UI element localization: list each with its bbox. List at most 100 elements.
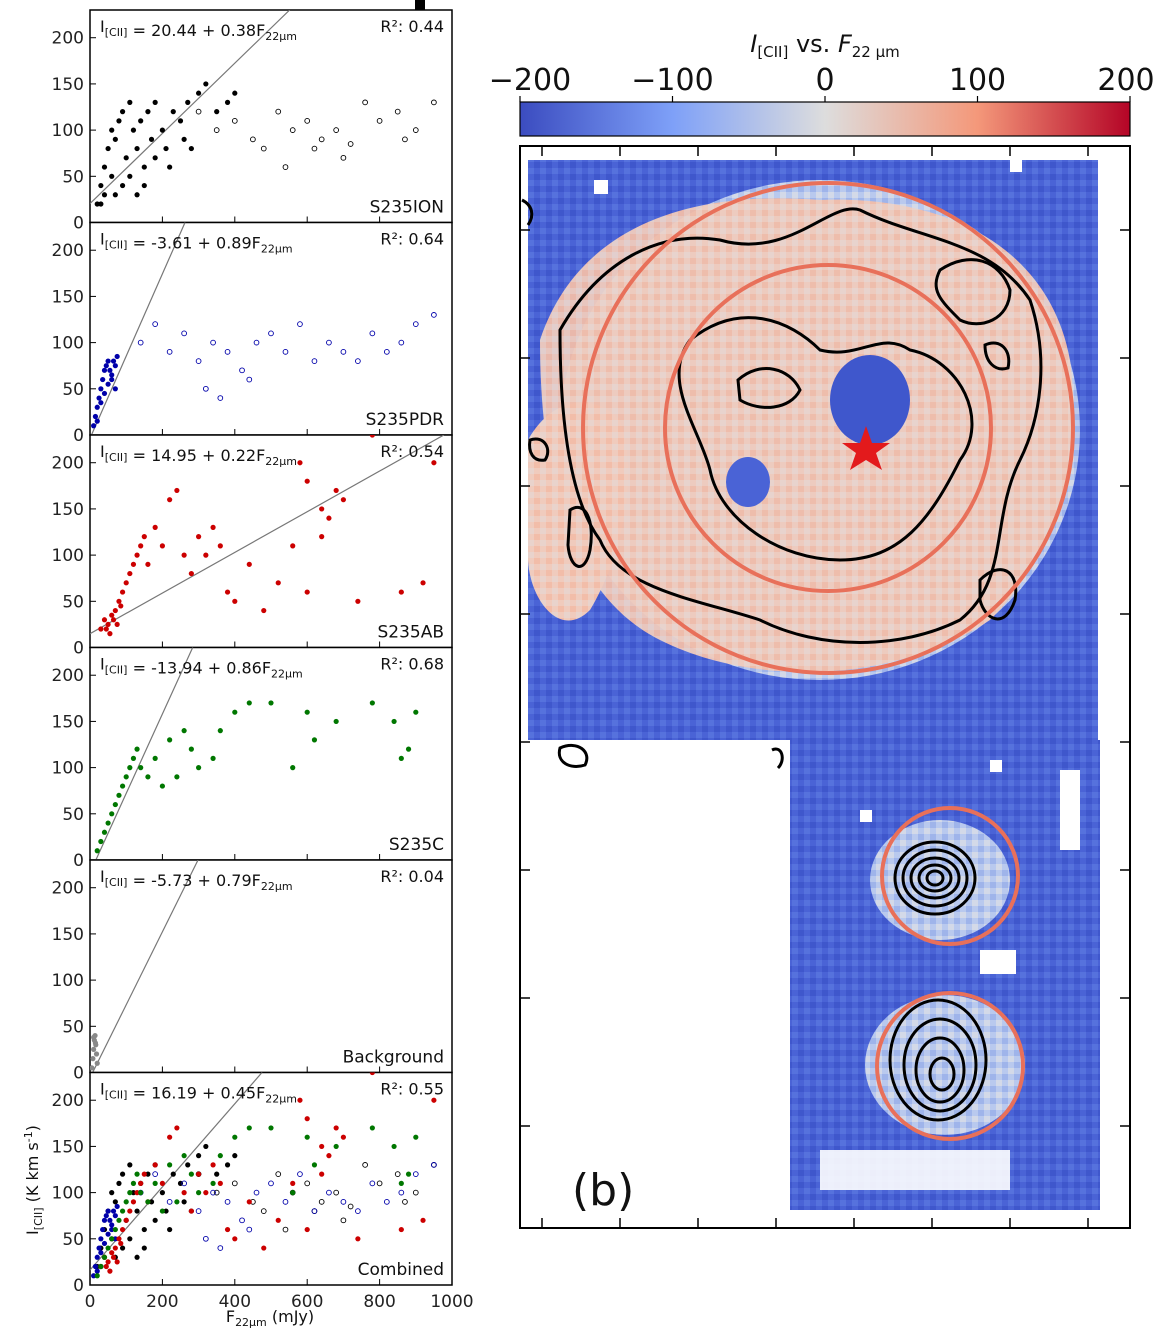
data-point <box>90 1065 95 1071</box>
data-point <box>94 1060 100 1066</box>
data-point <box>210 755 216 761</box>
data-point <box>116 792 122 798</box>
y-tick-label: 200 <box>52 666 84 686</box>
data-point <box>290 765 296 771</box>
data-point <box>123 1217 129 1223</box>
y-label-unit: (K km s <box>23 1142 42 1207</box>
data-point <box>112 192 118 198</box>
data-point <box>98 400 104 406</box>
data-point <box>127 173 133 179</box>
panel-frame <box>89 9 453 224</box>
data-point <box>167 1226 173 1233</box>
data-point <box>188 145 194 152</box>
data-point <box>105 820 111 826</box>
data-point <box>217 1180 223 1186</box>
data-point-open <box>268 1180 274 1187</box>
data-point <box>109 811 115 817</box>
data-point <box>98 1250 104 1256</box>
data-point <box>116 1236 122 1242</box>
panel-frame <box>89 1071 453 1286</box>
data-point-open <box>282 1198 289 1205</box>
data-point-open <box>326 1189 332 1196</box>
data-point <box>159 127 165 133</box>
core-c-halo <box>870 820 1010 940</box>
data-point <box>174 487 180 494</box>
data-point <box>119 783 126 789</box>
cb-title-sub1: [CII] <box>757 43 788 61</box>
core-ab-halo <box>865 995 1025 1135</box>
data-point-open <box>297 1171 303 1177</box>
data-point <box>188 746 194 752</box>
panel-frame <box>89 221 453 436</box>
contour-core <box>736 367 802 409</box>
cb-tick-label: 200 <box>1097 63 1154 98</box>
data-point <box>127 570 133 577</box>
data-point <box>130 1199 137 1205</box>
data-point <box>167 737 173 743</box>
data-point <box>145 109 151 115</box>
west-cavity <box>726 457 770 507</box>
map-ticks <box>520 146 1130 1228</box>
panel-label: S235AB <box>377 623 444 643</box>
data-point <box>185 1162 191 1168</box>
data-point-open <box>376 1180 383 1187</box>
data-point <box>109 1226 115 1233</box>
data-point <box>319 1143 325 1150</box>
data-point <box>141 182 147 189</box>
data-point-open <box>340 348 347 355</box>
data-point-open <box>297 321 303 327</box>
contour-sw <box>557 743 589 768</box>
data-point <box>196 1153 202 1159</box>
data-point <box>101 617 108 623</box>
x-label-sub: 22μm <box>235 1316 267 1329</box>
data-point-open <box>260 145 267 152</box>
data-point-open <box>202 1235 209 1242</box>
circle-c <box>880 806 1020 946</box>
data-point <box>210 1180 216 1186</box>
data-point <box>114 1203 120 1210</box>
x-axis-label: F22μm (mJy) <box>226 1307 314 1329</box>
y-label-sup: -1 <box>22 1131 35 1142</box>
data-point <box>105 145 111 152</box>
y-tick-label: 50 <box>62 1017 84 1037</box>
data-point-open <box>213 127 220 133</box>
data-point <box>420 580 426 586</box>
data-point <box>181 1199 187 1205</box>
data-point-open <box>333 127 340 133</box>
data-point-open <box>412 127 419 133</box>
data-point <box>101 1254 108 1260</box>
data-point <box>181 136 187 142</box>
panel-combined: 0 50 100 150 200 I[CII] = 16.19 + 0.45F22μm R²… <box>52 1071 453 1296</box>
data-point <box>138 543 144 549</box>
data-point <box>152 99 158 105</box>
y-tick-label: 50 <box>62 805 84 825</box>
y-axis-label: I[CII] (K km s-1) <box>22 1125 45 1235</box>
data-point <box>138 1180 144 1186</box>
data-point <box>91 1046 97 1053</box>
panel-s235c: 0 50 100 150 200 I[CII] = -13.94 + 0.86F22μm R… <box>52 646 453 871</box>
data-point <box>112 363 118 369</box>
y-label-close: ) <box>23 1125 42 1131</box>
data-point <box>123 1199 129 1205</box>
cb-tick-label: −100 <box>631 63 713 98</box>
contour-ne <box>934 258 1012 326</box>
data-point <box>110 617 117 623</box>
data-point <box>116 118 122 124</box>
data-point <box>94 404 100 410</box>
core-ab-ring4 <box>928 1056 956 1092</box>
y-tick-label: 0 <box>73 639 84 659</box>
y-label-sub: [CII] <box>32 1207 45 1230</box>
data-point <box>119 1226 126 1233</box>
data-point <box>224 99 231 105</box>
y-tick-label: 100 <box>52 759 84 779</box>
cb-title-f: F <box>838 30 853 58</box>
data-point-open <box>250 136 256 143</box>
data-point <box>112 607 118 614</box>
data-point <box>134 192 140 198</box>
data-point <box>141 164 147 170</box>
data-point <box>127 765 133 771</box>
data-point <box>297 1097 303 1103</box>
data-point-open <box>268 330 274 337</box>
x-label-main: F <box>226 1307 235 1326</box>
data-point <box>127 1162 133 1168</box>
